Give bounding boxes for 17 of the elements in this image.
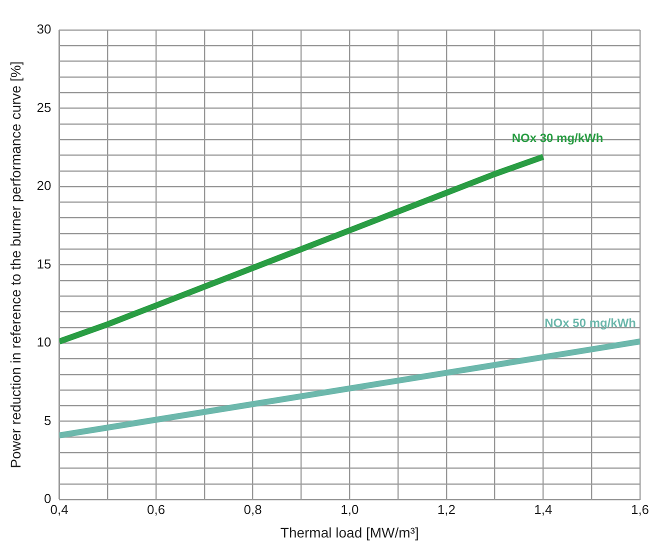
x-tick-label: 1,0 bbox=[340, 502, 359, 517]
y-tick-label: 15 bbox=[36, 256, 52, 272]
y-tick-label: 5 bbox=[44, 412, 52, 428]
y-axis-title: Power reduction in reference to the burner performance curve [%] bbox=[7, 61, 24, 468]
y-tick-label: 30 bbox=[36, 22, 52, 37]
x-tick-label: 1,6 bbox=[630, 502, 650, 517]
y-tick-label: 10 bbox=[36, 334, 52, 350]
x-tick-label: 1,2 bbox=[437, 502, 456, 517]
x-axis-title: Thermal load [MW/m³] bbox=[280, 524, 419, 540]
y-tick-label: 20 bbox=[36, 178, 52, 194]
y-tick-label: 0 bbox=[44, 491, 52, 506]
x-tick-label: 1,4 bbox=[534, 502, 552, 517]
y-tick-label: 25 bbox=[36, 100, 52, 115]
x-tick-label: 0,6 bbox=[147, 502, 166, 517]
series-label: NOx 30 mg/kWh bbox=[512, 131, 604, 146]
x-tick-label: 0,8 bbox=[244, 502, 262, 517]
x-tick-label: 0,4 bbox=[50, 502, 68, 517]
